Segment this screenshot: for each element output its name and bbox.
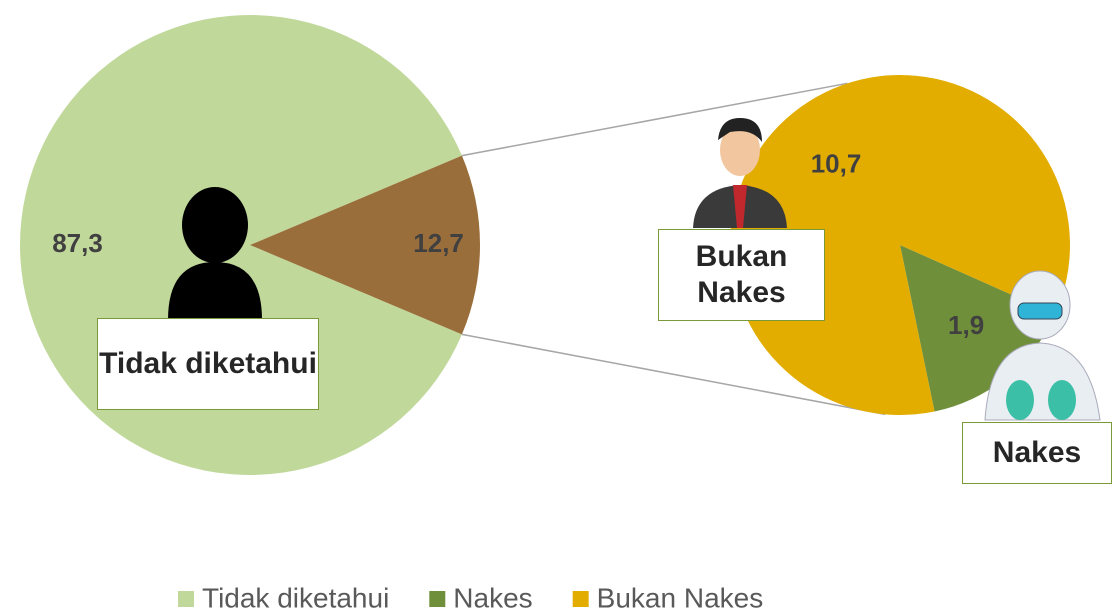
- legend-swatch: [572, 591, 589, 607]
- businessman-icon: [693, 118, 787, 228]
- pie-slice: [900, 245, 1056, 412]
- legend-label: Bukan Nakes: [597, 582, 764, 613]
- pie-slice: [250, 155, 480, 335]
- legend-swatch: [429, 591, 446, 607]
- connector-line: [461, 82, 848, 157]
- legend-swatch: [178, 591, 194, 607]
- connector-line: [461, 333, 886, 416]
- callout-box: Bukan Nakes: [658, 229, 825, 321]
- person-icon: [168, 187, 262, 320]
- nakes-icon: [984, 270, 1101, 421]
- value-label: 12,7: [413, 228, 464, 258]
- pie-slice: [730, 75, 1070, 416]
- value-label: 87,3: [52, 228, 103, 258]
- legend-label: Nakes: [453, 582, 532, 613]
- callout-box: Nakes: [962, 422, 1112, 484]
- value-label: 1,9: [948, 310, 984, 340]
- legend-label: Tidak diketahui: [202, 582, 389, 613]
- callout-box: Tidak diketahui: [97, 318, 319, 410]
- value-label: 10,7: [811, 148, 862, 178]
